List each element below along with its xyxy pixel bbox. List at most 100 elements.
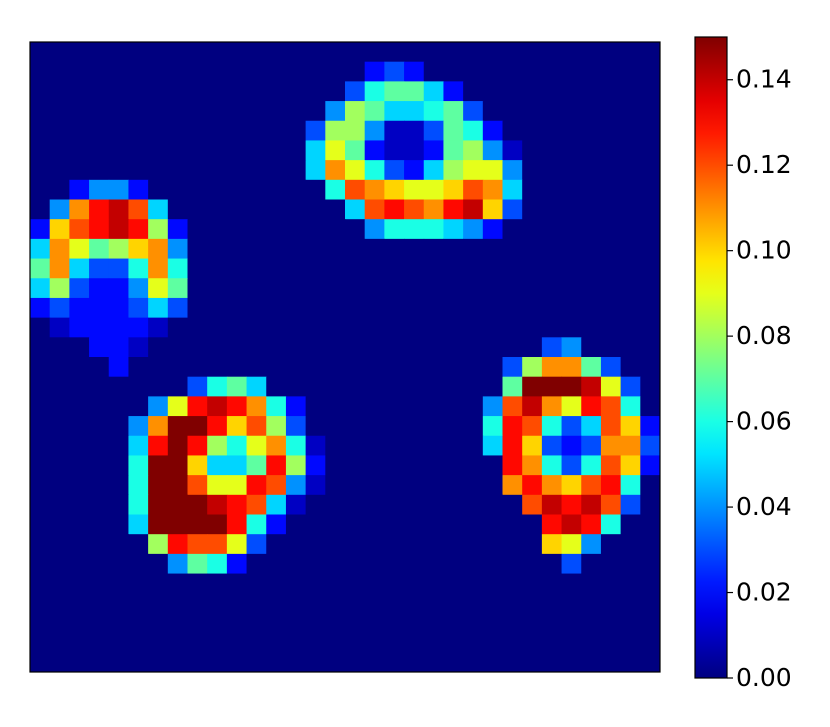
heatmap-cell	[226, 258, 248, 279]
heatmap-cell	[325, 337, 346, 358]
heatmap-cell	[69, 593, 90, 614]
heatmap-cell	[600, 337, 622, 358]
heatmap-cell	[600, 435, 622, 456]
heatmap-cell	[108, 160, 129, 181]
heatmap-cell	[561, 140, 582, 161]
heatmap-cell	[148, 357, 169, 378]
heatmap-cell	[561, 297, 582, 319]
heatmap-cell	[384, 652, 405, 673]
heatmap-cell	[128, 376, 149, 397]
heatmap-cell	[600, 219, 622, 240]
heatmap-cell	[325, 179, 346, 200]
heatmap-cell	[561, 396, 582, 417]
heatmap-cell	[49, 258, 70, 279]
heatmap-cell	[148, 179, 169, 200]
heatmap-cell	[30, 278, 51, 299]
heatmap-cell	[89, 317, 110, 338]
heatmap-cell	[502, 238, 523, 260]
heatmap-cell	[207, 140, 228, 161]
heatmap-cell	[226, 357, 248, 378]
heatmap-cell	[148, 297, 169, 319]
heatmap-cell	[620, 81, 641, 102]
heatmap-cell	[246, 455, 267, 476]
heatmap-cell	[226, 455, 248, 476]
heatmap-cell	[384, 553, 405, 575]
heatmap-cell	[89, 632, 110, 653]
heatmap-cell	[226, 101, 248, 122]
heatmap-cell	[404, 61, 425, 82]
heatmap-cell	[167, 42, 188, 63]
heatmap-cell	[285, 120, 307, 141]
heatmap-cell	[246, 593, 267, 614]
heatmap-cell	[620, 396, 641, 417]
colorbar-tick-label: 0.02	[736, 578, 792, 607]
heatmap-cell	[167, 553, 188, 575]
heatmap-cell	[30, 357, 51, 378]
heatmap-cell	[463, 475, 484, 496]
heatmap-cell	[522, 396, 543, 417]
heatmap-cell	[482, 514, 503, 535]
heatmap-cell	[246, 652, 267, 673]
heatmap-cell	[561, 494, 582, 515]
heatmap-cell	[207, 101, 228, 122]
heatmap-cell	[384, 593, 405, 614]
heatmap-cell	[148, 593, 169, 614]
heatmap-cell	[364, 140, 385, 161]
heatmap-cell	[345, 494, 366, 515]
heatmap	[30, 42, 661, 673]
heatmap-cell	[69, 652, 90, 673]
heatmap-cell	[561, 357, 582, 378]
heatmap-cell	[325, 357, 346, 378]
heatmap-cell	[325, 376, 346, 397]
heatmap-cell	[463, 534, 484, 555]
heatmap-cell	[207, 455, 228, 476]
heatmap-cell	[167, 612, 188, 634]
heatmap-cell	[89, 337, 110, 358]
heatmap-cell	[502, 573, 523, 594]
heatmap-cell	[640, 238, 661, 260]
heatmap-cell	[207, 494, 228, 515]
heatmap-cell	[49, 514, 70, 535]
heatmap-cell	[266, 317, 287, 338]
heatmap-cell	[108, 494, 129, 515]
heatmap-cell	[187, 376, 208, 397]
heatmap-cell	[187, 593, 208, 614]
heatmap-cell	[581, 120, 602, 141]
heatmap-cell	[325, 514, 346, 535]
heatmap-cell	[482, 42, 503, 63]
heatmap-cell	[266, 376, 287, 397]
heatmap-cell	[463, 317, 484, 338]
heatmap-cell	[325, 534, 346, 555]
heatmap-cell	[187, 258, 208, 279]
heatmap-cell	[561, 475, 582, 496]
heatmap-cell	[108, 514, 129, 535]
heatmap-cell	[108, 81, 129, 102]
heatmap-cell	[502, 514, 523, 535]
heatmap-cell	[89, 593, 110, 614]
heatmap-cell	[89, 494, 110, 515]
heatmap-cell	[69, 199, 90, 220]
heatmap-cell	[246, 416, 267, 437]
heatmap-cell	[443, 652, 464, 673]
heatmap-cell	[640, 120, 661, 141]
heatmap-cell	[443, 534, 464, 555]
heatmap-cell	[266, 297, 287, 319]
heatmap-cell	[325, 140, 346, 161]
heatmap-cell	[325, 494, 346, 515]
heatmap-cell	[345, 120, 366, 141]
heatmap-cell	[108, 475, 129, 496]
heatmap-cell	[89, 42, 110, 63]
heatmap-cell	[640, 455, 661, 476]
heatmap-cell	[541, 455, 563, 476]
heatmap-cell	[246, 475, 267, 496]
colorbar-tick-label: 0.08	[736, 321, 792, 350]
heatmap-cell	[285, 396, 307, 417]
heatmap-cell	[620, 61, 641, 82]
heatmap-cell	[443, 219, 464, 240]
heatmap-cell	[600, 494, 622, 515]
heatmap-cell	[640, 475, 661, 496]
heatmap-cell	[620, 514, 641, 535]
heatmap-cell	[226, 81, 248, 102]
heatmap-cell	[30, 396, 51, 417]
heatmap-cell	[522, 258, 543, 279]
